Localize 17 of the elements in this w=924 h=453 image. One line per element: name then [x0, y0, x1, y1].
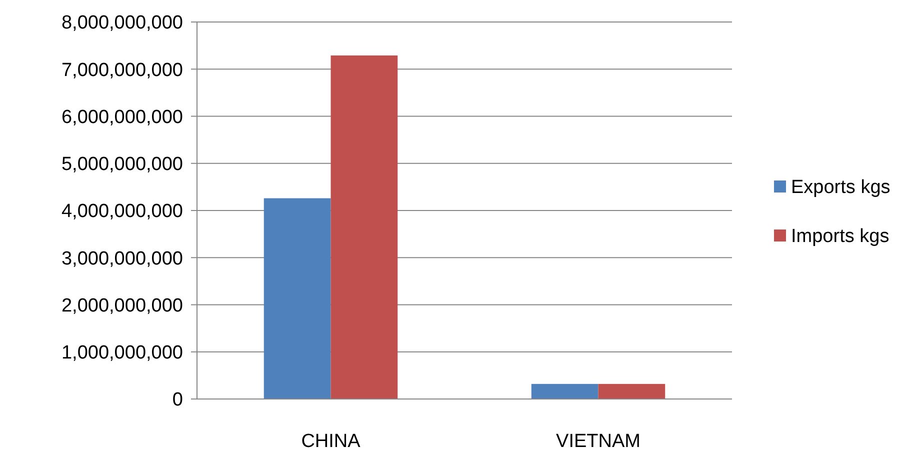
x-tick-label: CHINA: [301, 431, 361, 452]
y-tick-label: 8,000,000,000: [61, 12, 183, 34]
bar: [330, 55, 398, 399]
y-tick-label: 5,000,000,000: [61, 154, 183, 176]
bar: [531, 384, 598, 399]
x-tick-label: VIETNAM: [556, 431, 640, 452]
y-tick-label: 2,000,000,000: [61, 295, 183, 316]
legend-label: Imports kgs: [791, 226, 890, 248]
y-tick-label: 1,000,000,000: [61, 342, 183, 364]
y-tick-label: 7,000,000,000: [61, 60, 183, 81]
y-tick-label: 6,000,000,000: [61, 106, 183, 128]
bar: [264, 198, 331, 399]
legend-label: Exports kgs: [791, 177, 890, 198]
y-tick-label: 4,000,000,000: [61, 201, 183, 222]
y-tick-label: 3,000,000,000: [61, 248, 183, 270]
bar: [598, 384, 666, 399]
y-tick-label: 0: [172, 390, 183, 411]
